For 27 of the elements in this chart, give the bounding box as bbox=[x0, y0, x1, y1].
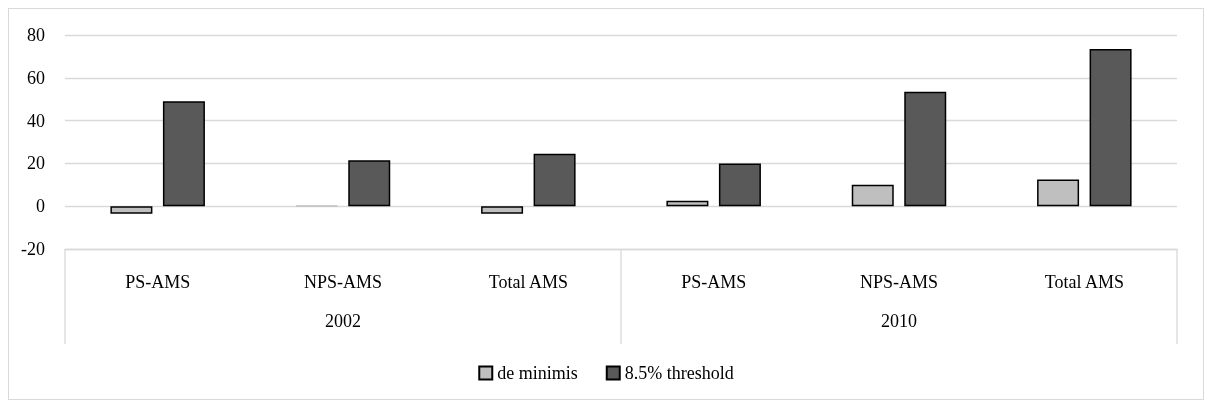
y-tick-label: 60 bbox=[27, 67, 45, 88]
bar bbox=[162, 101, 205, 207]
text: 2002 bbox=[325, 311, 361, 331]
legend-label: de minimis bbox=[497, 363, 578, 383]
bar bbox=[904, 91, 947, 207]
bar bbox=[533, 153, 576, 207]
y-tick-label: 0 bbox=[36, 196, 45, 217]
x-tick-label: PS-AMS bbox=[125, 272, 191, 292]
y-tick-label: 40 bbox=[27, 110, 45, 131]
x-tick-label: Total AMS bbox=[1044, 272, 1124, 292]
bar bbox=[1089, 48, 1132, 207]
bar bbox=[851, 184, 894, 207]
bar bbox=[348, 160, 391, 207]
bar bbox=[110, 206, 153, 214]
bar bbox=[1037, 179, 1080, 207]
y-tick-label: 20 bbox=[27, 153, 45, 174]
legend-label: 8.5% threshold bbox=[624, 363, 734, 383]
y-tick-label: -20 bbox=[21, 239, 45, 259]
x-tick-label: NPS-AMS bbox=[859, 272, 939, 292]
bar bbox=[666, 200, 709, 207]
bar bbox=[718, 163, 761, 207]
y-tick-label: 80 bbox=[27, 25, 45, 45]
bar bbox=[481, 206, 524, 214]
x-tick-label: NPS-AMS bbox=[303, 272, 383, 292]
x-tick-label: PS-AMS bbox=[681, 272, 747, 292]
text: 2010 bbox=[881, 311, 917, 331]
x-tick-label: Total AMS bbox=[488, 272, 568, 292]
